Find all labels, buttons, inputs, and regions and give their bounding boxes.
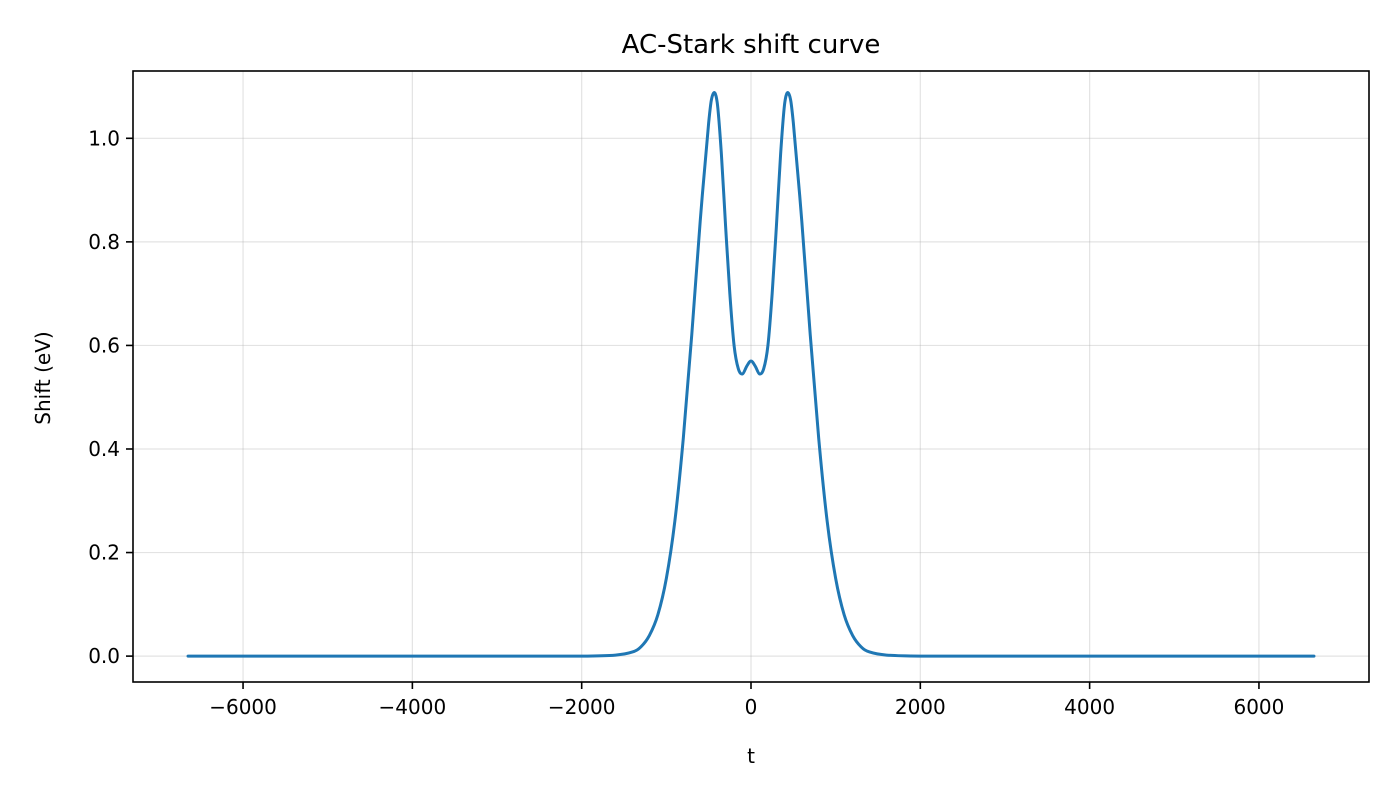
x-tick-label: 6000 <box>1233 695 1284 719</box>
chart-title: AC-Stark shift curve <box>622 30 881 60</box>
x-tick-label: −2000 <box>548 695 616 719</box>
y-tick-label: 1.0 <box>88 126 120 150</box>
y-tick-label: 0.4 <box>88 437 120 461</box>
x-axis: −6000 −4000 −2000 0 2000 4000 6000 <box>209 682 1284 719</box>
y-axis-label: Shift (eV) <box>31 331 55 424</box>
x-tick-label: 2000 <box>895 695 946 719</box>
grid <box>133 71 1369 682</box>
series-layer <box>186 91 1316 658</box>
x-tick-label: −4000 <box>379 695 447 719</box>
x-tick-label: 0 <box>745 695 758 719</box>
x-tick-label: 4000 <box>1064 695 1115 719</box>
series-line <box>186 91 1316 658</box>
y-tick-label: 0.8 <box>88 230 120 254</box>
y-tick-label: 0.2 <box>88 541 120 565</box>
x-axis-label: t <box>747 744 755 768</box>
y-axis: 0.0 0.2 0.4 0.6 0.8 1.0 <box>88 126 133 668</box>
y-tick-label: 0.0 <box>88 644 120 668</box>
y-tick-label: 0.6 <box>88 333 120 357</box>
x-tick-label: −6000 <box>209 695 277 719</box>
